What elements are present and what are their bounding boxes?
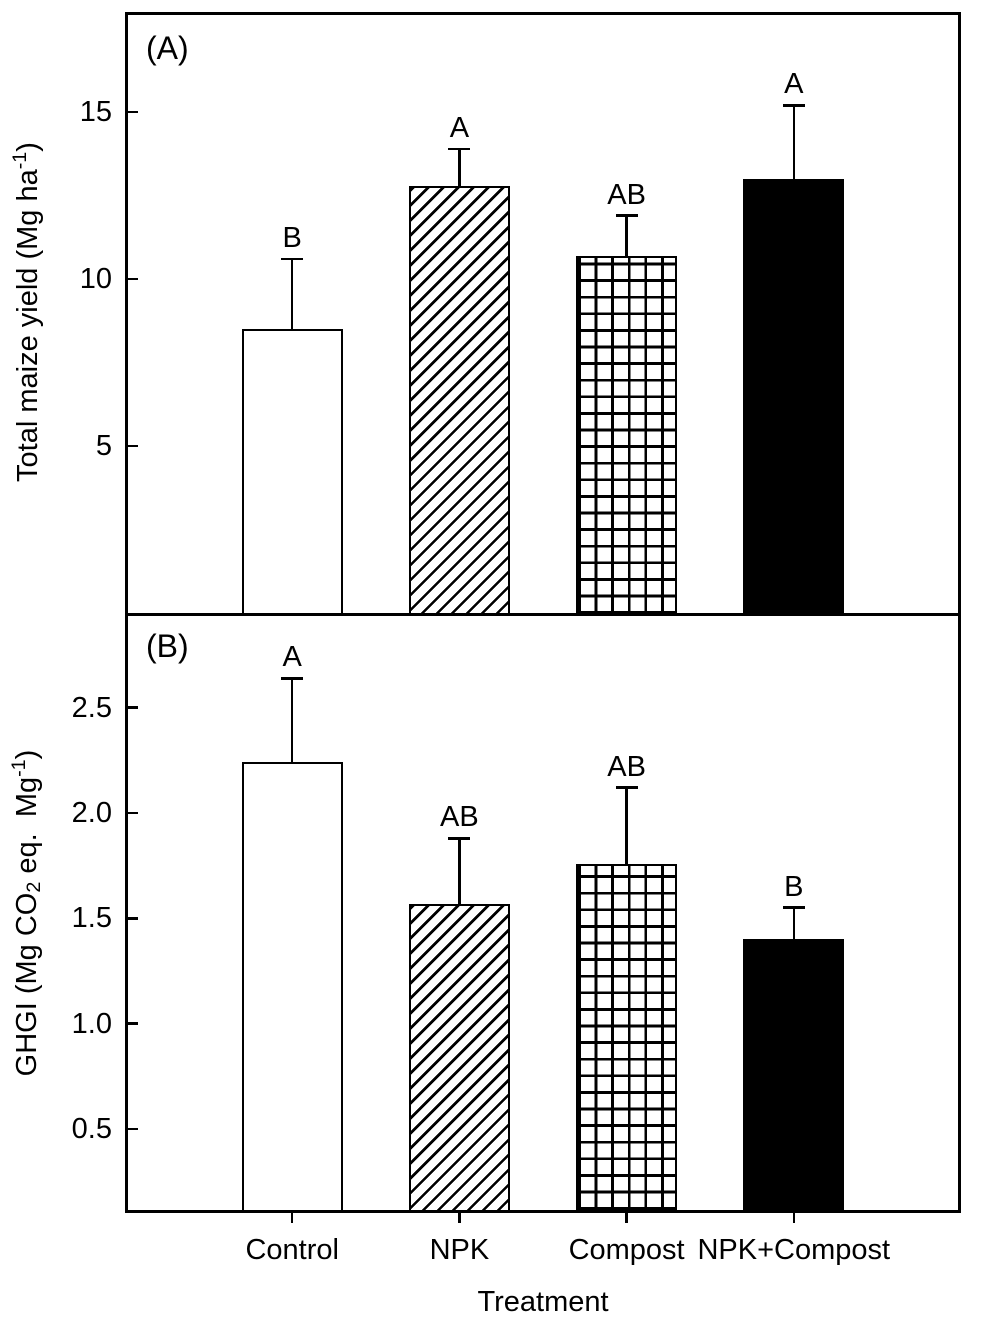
y-tick [128,1127,138,1131]
y-tick [128,444,138,448]
sig-letter: A [282,641,302,674]
x-category-label: NPK [429,1234,490,1266]
bar [743,939,845,1212]
error-bar-cap [448,837,471,840]
sig-letter: AB [607,750,646,783]
sig-letter: A [449,111,470,144]
y-tick-label: 2.5 [71,691,112,724]
error-bar [792,907,796,940]
y-tick-label: 1.0 [71,1007,112,1040]
error-bar-cap [615,786,638,789]
x-category-label: Compost [568,1234,685,1266]
error-bar [458,838,461,904]
y-axis-title-a-post: ) [11,142,44,152]
y-tick [128,917,138,920]
y-axis-title-b-pre: GHGI (Mg CO [10,892,43,1077]
x-category-label: Control [245,1234,339,1266]
sig-letter: B [282,222,302,255]
bar [408,903,510,1212]
y-axis-title-panel-b: GHGI (Mg CO2 eq. Mg-1) [8,750,46,1077]
bar [743,178,845,616]
error-bar-cap [782,104,805,107]
bar [576,255,678,616]
y-axis-title-b-subscript: 2 [22,881,45,893]
y-axis-title-a-superscript: -1 [9,151,32,170]
y-tick [128,811,138,815]
error-bar [625,787,628,864]
error-bar [290,259,294,330]
sig-letter: AB [440,801,479,834]
y-axis-title-a-pre: Total maize yield (Mg ha [11,169,44,482]
error-bar [290,678,294,763]
x-category-label: NPK+Compost [697,1234,891,1266]
y-axis-title-b-mid: eq. Mg [10,776,43,882]
y-tick [128,1022,138,1025]
bar [241,762,343,1212]
x-tick [792,1213,796,1223]
x-tick [625,1213,628,1223]
y-tick [128,110,138,114]
error-bar-cap [281,257,304,261]
error-bar-cap [615,214,638,217]
y-tick-label: 2.0 [71,797,112,829]
bar [576,863,678,1212]
x-tick [458,1213,461,1223]
sig-letter: B [784,870,804,903]
error-bar-cap [281,677,304,680]
y-tick [128,277,138,281]
panel-b-label: (B) [146,628,189,664]
sig-letter: AB [607,178,646,211]
error-bar [625,215,628,256]
error-bar-cap [448,147,471,151]
x-tick [290,1213,294,1223]
panel-a-label: (A) [146,30,189,66]
bar [408,185,510,616]
y-tick-label: 10 [79,263,112,296]
error-bar-cap [782,906,805,909]
y-axis-title-panel-a: Total maize yield (Mg ha-1) [9,142,45,482]
y-axis-title-b-post: ) [10,749,43,760]
y-tick-label: 1.5 [71,902,112,935]
error-bar [458,148,461,186]
sig-letter: A [784,68,804,101]
y-tick-label: 15 [79,96,112,129]
y-axis-title-b-superscript: -1 [8,759,31,777]
x-axis-title: Treatment [477,1286,609,1318]
y-tick-label: 5 [95,430,112,463]
y-tick [128,706,138,709]
y-tick-label: 0.5 [71,1112,112,1145]
error-bar [792,105,796,179]
bar [241,329,343,616]
